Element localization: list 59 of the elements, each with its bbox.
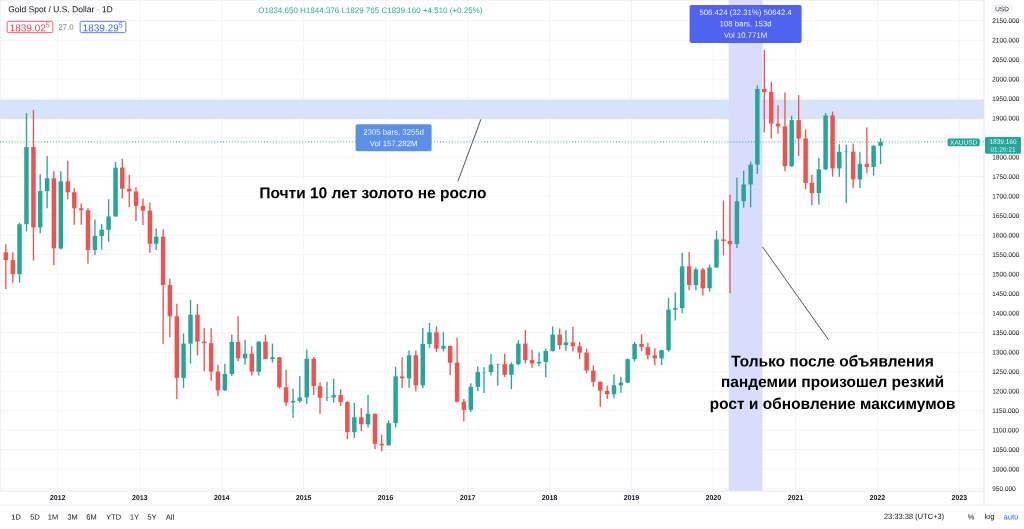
candlestick — [741, 170, 746, 209]
candlestick — [65, 160, 71, 200]
candlestick — [523, 329, 528, 365]
candlestick — [509, 361, 514, 390]
candlestick — [762, 49, 767, 134]
candlestick — [871, 144, 876, 177]
candlestick — [3, 243, 9, 290]
candlestick — [120, 158, 125, 200]
candlestick — [707, 263, 712, 293]
annotation: пандемии произошел резкий — [721, 375, 944, 391]
candlestick — [543, 347, 548, 378]
candlestick — [106, 198, 111, 243]
annotation: 1839.02$^{5}$ — [10, 22, 50, 32]
candlestick — [359, 407, 364, 432]
candlestick — [447, 344, 453, 376]
annotation: Только после объявления — [731, 355, 933, 367]
text: O1834.650 H1844.376 L1829.765 C1839.160 +4.510 (+0.25%) — [258, 7, 482, 15]
candlestick — [611, 373, 617, 399]
candlestick — [270, 342, 275, 364]
candlestick — [796, 94, 801, 157]
annotation: Почти 10 лет золото не росло — [260, 187, 486, 202]
candlestick — [324, 381, 330, 402]
candlestick — [721, 199, 726, 257]
candlestick — [352, 402, 357, 439]
candlestick — [297, 375, 303, 404]
candlestick — [331, 378, 336, 404]
candlestick — [99, 223, 104, 251]
candlestick — [672, 291, 678, 322]
candlestick — [386, 419, 391, 447]
candlestick — [434, 325, 439, 353]
candlestick — [591, 364, 596, 388]
annotation: 1839.29$^{5}$ — [83, 22, 123, 32]
candlestick — [570, 326, 576, 353]
candlestick — [475, 365, 480, 392]
candlestick — [584, 347, 589, 374]
candlestick — [625, 357, 630, 384]
candlestick — [516, 339, 521, 366]
candlestick — [632, 341, 637, 363]
candlestick — [133, 186, 139, 222]
candlestick — [550, 325, 555, 353]
candlestick — [441, 331, 446, 353]
candlestick — [44, 155, 50, 209]
candlestick — [693, 266, 699, 291]
candlestick — [72, 187, 77, 226]
candlestick — [563, 329, 569, 352]
candlestick — [700, 267, 706, 297]
candlestick — [263, 333, 268, 360]
candlestick — [686, 251, 692, 291]
annotation: рост и обновление максимумов — [710, 397, 955, 413]
candlestick — [140, 197, 146, 226]
candlestick — [502, 353, 507, 378]
candlestick — [495, 363, 500, 387]
candlestick — [816, 157, 822, 206]
text: Gold Spot / U.S. Dollar · 1D — [8, 6, 113, 14]
candlestick — [748, 160, 753, 209]
candlestick — [427, 322, 432, 349]
candlestick — [317, 381, 323, 415]
candlestick — [598, 380, 603, 408]
candlestick — [557, 327, 562, 351]
